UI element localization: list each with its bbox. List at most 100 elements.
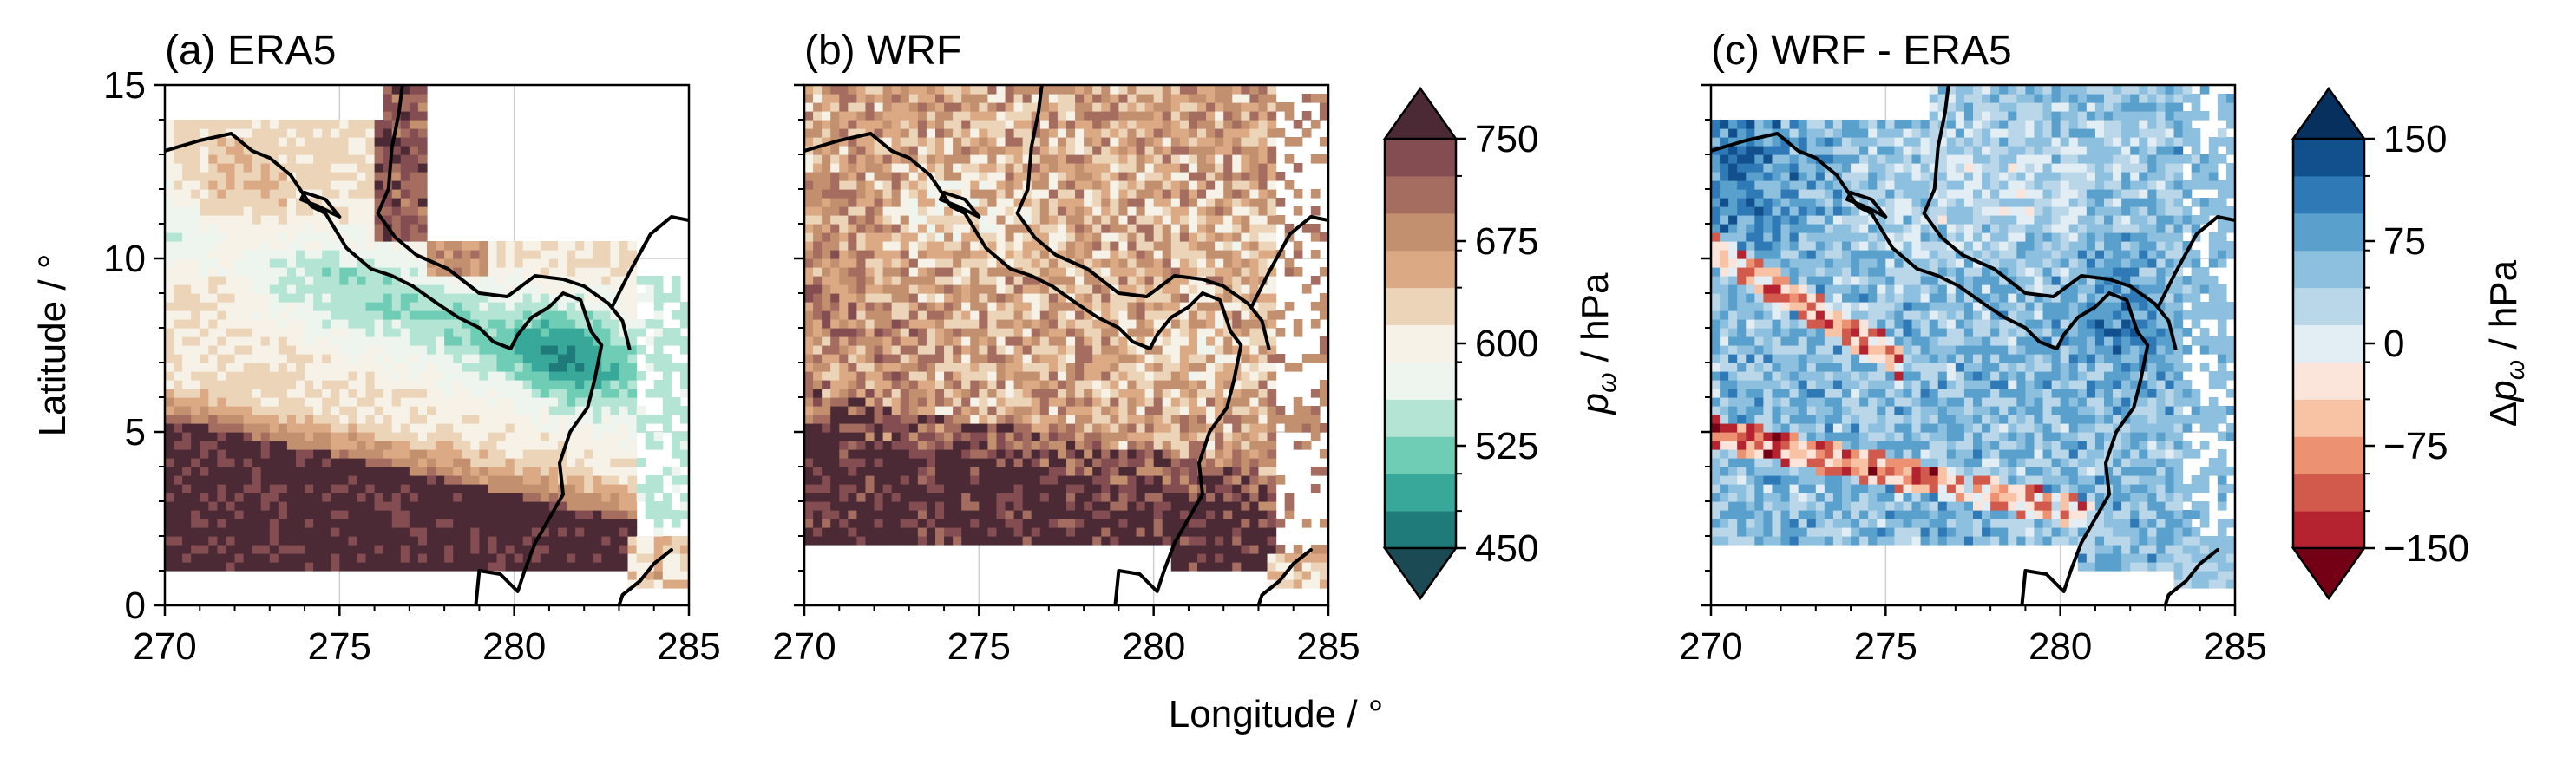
heatmap-cell [391,172,402,181]
heatmap-cell [278,120,288,129]
heatmap-cell [462,250,471,259]
heatmap-cell [874,501,884,511]
heatmap-cell [987,527,998,537]
heatmap-cell [286,553,297,563]
heatmap-cell [1153,276,1163,285]
heatmap-cell [269,224,279,233]
heatmap-cell [926,510,936,519]
heatmap-cell [243,467,253,476]
heatmap-cell [926,310,936,320]
heatmap-cell [365,163,376,173]
heatmap-cell [417,276,428,285]
heatmap-cell [400,198,410,207]
heatmap-cell [1118,319,1129,329]
heatmap-cell [348,345,358,355]
heatmap-cell [830,276,840,285]
heatmap-cell [479,380,489,389]
heatmap-cell [1084,449,1093,459]
heatmap-cell [286,284,297,294]
heatmap-cell [313,467,323,476]
heatmap-cell [1084,293,1093,303]
heatmap-cell [374,519,384,528]
heatmap-cell [331,232,340,242]
heatmap-cell [908,519,919,528]
heatmap-cell [1057,198,1067,207]
heatmap-cell [987,206,998,216]
heatmap-cell [278,224,288,233]
heatmap-cell [961,527,971,537]
heatmap-cell [417,345,428,355]
heatmap-cell [1048,120,1059,129]
heatmap-cell [970,85,980,95]
heatmap-cell [496,380,507,389]
heatmap-cell [558,406,567,415]
heatmap-cell [987,319,998,329]
heatmap-cell [331,371,340,381]
heatmap-cell [1013,527,1024,537]
heatmap-cell [269,458,279,467]
heatmap-cell [856,432,867,441]
heatmap-cell [1110,293,1119,303]
heatmap-cell [427,250,436,259]
heatmap-cell [1048,493,1059,502]
heatmap-cell [917,371,927,381]
heatmap-cell [165,441,174,450]
heatmap-cell [987,284,998,294]
heatmap-cell [961,432,971,441]
heatmap-cell [926,189,936,199]
heatmap-cell [514,510,524,519]
heatmap-cell [496,432,507,441]
heatmap-cell [260,232,271,242]
heatmap-cell [1179,527,1190,537]
heatmap-cell [391,111,402,121]
heatmap-cell [339,345,349,355]
heatmap-cell [182,215,192,225]
heatmap-cell [575,493,585,502]
heatmap-cell [331,354,340,363]
heatmap-cell [505,284,515,294]
heatmap-cell [961,536,971,546]
heatmap-cell [548,345,559,355]
heatmap-cell [1066,180,1076,190]
heatmap-cell [417,389,428,398]
heatmap-cell [1118,432,1129,441]
heatmap-cell [1101,441,1111,450]
heatmap-cell [874,336,884,346]
heatmap-cell [365,276,376,285]
heatmap-cell [593,458,602,467]
heatmap-cell [427,536,436,546]
heatmap-cell [1048,137,1059,147]
heatmap-cell [856,250,867,259]
heatmap-cell [505,267,515,277]
heatmap-cell [830,354,840,363]
heatmap-cell [286,163,297,173]
heatmap-cell [1162,172,1172,181]
heatmap-cell [882,389,893,398]
heatmap-cell [322,389,331,398]
heatmap-cell [1022,484,1032,493]
heatmap-cell [830,380,840,389]
heatmap-cell [996,111,1006,121]
heatmap-cell [1022,267,1032,277]
heatmap-cell [908,328,919,337]
heatmap-cell [348,510,358,519]
heatmap-cell [917,172,927,181]
heatmap-cell [856,536,867,546]
heatmap-cell [313,458,323,467]
heatmap-cell [882,94,893,103]
heatmap-cell [601,432,611,441]
heatmap-cell [1005,406,1015,415]
heatmap-cell [891,120,901,129]
heatmap-cell [269,302,279,311]
heatmap-cell [243,441,253,450]
heatmap-cell [1039,94,1050,103]
heatmap-cell [970,406,980,415]
heatmap-cell [804,85,814,95]
heatmap-cell [339,467,349,476]
heatmap-cell [1162,354,1172,363]
heatmap-cell [1144,232,1155,242]
heatmap-cell [882,250,893,259]
heatmap-cell [830,328,840,337]
heatmap-cell [357,536,367,546]
heatmap-cell [935,501,945,511]
